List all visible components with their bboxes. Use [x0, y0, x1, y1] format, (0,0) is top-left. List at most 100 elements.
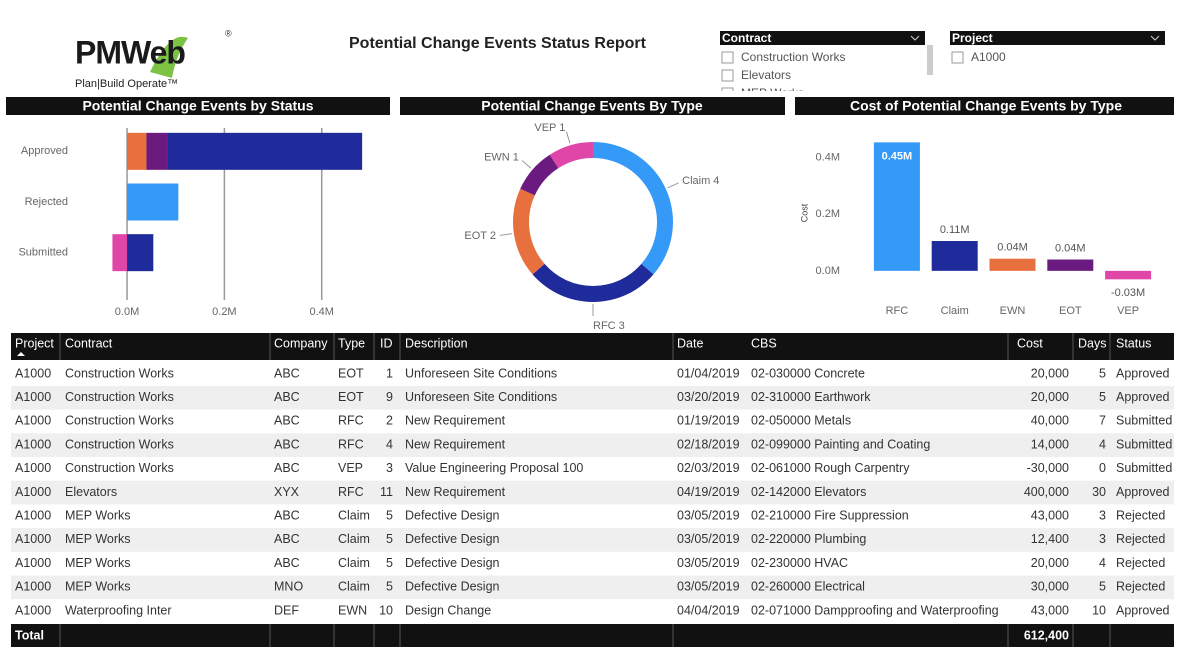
- bar: [873, 142, 920, 271]
- table-cell: ABC: [274, 461, 300, 475]
- table-cell: A1000: [15, 603, 51, 617]
- x-tick-label: EWN: [1000, 305, 1026, 317]
- x-tick-label: 0.0M: [115, 306, 139, 318]
- table-cell: 40,000: [1031, 414, 1069, 428]
- table-cell: 3: [1099, 532, 1106, 546]
- table-cell: -30,000: [1027, 461, 1069, 475]
- table-cell: Design Change: [405, 603, 491, 617]
- slicer-checkbox[interactable]: [721, 69, 734, 82]
- table-cell: A1000: [15, 366, 51, 380]
- slicer-checkbox[interactable]: [951, 51, 964, 64]
- table-cell: Construction Works: [65, 390, 174, 404]
- slicer-item[interactable]: Construction Works: [741, 50, 845, 64]
- table-cell: 3: [1099, 508, 1106, 522]
- table-cell: Defective Design: [405, 532, 500, 546]
- table-cell: 02-071000 Dampproofing and Waterproofing: [751, 603, 999, 617]
- data-label: RFC 3: [593, 320, 625, 332]
- table-cell: Construction Works: [65, 461, 174, 475]
- table-cell: 0: [1099, 461, 1106, 475]
- table-cell: ABC: [274, 414, 300, 428]
- table-cell: 5: [386, 556, 393, 570]
- slicer-header: [720, 31, 925, 45]
- table-cell: 20,000: [1031, 556, 1069, 570]
- data-label: Claim 4: [682, 175, 719, 187]
- y-tick-label: 0.0M: [816, 265, 840, 277]
- table-cell: Submitted: [1116, 437, 1172, 451]
- table-cell: Unforeseen Site Conditions: [405, 366, 557, 380]
- table-cell: 5: [1099, 580, 1106, 594]
- table-cell: Claim: [338, 532, 370, 546]
- slicers: Contract Construction Works Elevators MEP W…: [720, 31, 1165, 100]
- data-label: VEP 1: [534, 122, 565, 134]
- table-cell: New Requirement: [405, 414, 506, 428]
- table-cell: ABC: [274, 390, 300, 404]
- table-cell: XYX: [274, 485, 300, 499]
- table-cell: RFC: [338, 414, 364, 428]
- table-cell: 5: [386, 508, 393, 522]
- chart-title: Potential Change Events by Status: [82, 98, 313, 114]
- table-cell: 02/03/2019: [677, 461, 740, 475]
- table-cell: EOT: [338, 366, 364, 380]
- slicer-header: [950, 31, 1165, 45]
- slicer-item[interactable]: A1000: [971, 50, 1006, 64]
- x-tick-label: 0.4M: [309, 306, 333, 318]
- table-cell: Construction Works: [65, 437, 174, 451]
- donut-slice: [549, 142, 593, 169]
- table-cell: Value Engineering Proposal 100: [405, 461, 583, 475]
- table-cell: Claim: [338, 580, 370, 594]
- table-cell: Approved: [1116, 485, 1170, 499]
- logo-tagline: Plan|Build Operate™: [75, 78, 178, 90]
- slicer-checkbox[interactable]: [721, 87, 734, 99]
- x-tick-label: VEP: [1117, 305, 1139, 317]
- y-axis-label: Cost: [799, 203, 809, 222]
- table-cell: 1: [386, 366, 393, 380]
- table-cell: ABC: [274, 532, 300, 546]
- data-label: 0.04M: [997, 242, 1028, 254]
- charts: 0.0M 0.2M 0.4M Approved Rejected Submitted Cla…: [18, 122, 1152, 332]
- table-cell: VEP: [338, 461, 363, 475]
- slicer-title: Project: [952, 31, 993, 45]
- donut-slice: [532, 263, 654, 302]
- slicer-item[interactable]: Elevators: [741, 68, 791, 82]
- logo-brand: PMWeb: [75, 34, 185, 70]
- table-cell: 43,000: [1031, 603, 1069, 617]
- chart-header: [795, 97, 1174, 115]
- data-label: 0.04M: [1055, 242, 1086, 254]
- leader-line: [667, 182, 679, 189]
- table-cell: 12,400: [1031, 532, 1069, 546]
- column-header: Cost: [1017, 336, 1043, 350]
- category-label: Rejected: [25, 196, 68, 208]
- column-header: Type: [338, 336, 365, 350]
- table-cell: Rejected: [1116, 556, 1165, 570]
- table-cell: 30,000: [1031, 580, 1069, 594]
- table-cell: 03/05/2019: [677, 532, 740, 546]
- column-header: CBS: [751, 336, 777, 350]
- table-cell: 20,000: [1031, 390, 1069, 404]
- data-label: 0.45M: [882, 150, 913, 162]
- category-label: Submitted: [18, 247, 68, 259]
- table-cell: ABC: [274, 437, 300, 451]
- table-cell: A1000: [15, 437, 51, 451]
- column-header: Description: [405, 336, 468, 350]
- logo-swoosh: [150, 36, 188, 78]
- table-cell: 04/04/2019: [677, 603, 740, 617]
- bar-segment: [127, 132, 147, 170]
- table-cell: A1000: [15, 532, 51, 546]
- data-label: EWN 1: [484, 152, 519, 164]
- table-cell: A1000: [15, 556, 51, 570]
- table-cell: 01/19/2019: [677, 414, 740, 428]
- total-label: Total: [15, 628, 44, 642]
- table-cell: 03/05/2019: [677, 580, 740, 594]
- row-shade: [11, 480, 1174, 505]
- table-cell: 10: [379, 603, 393, 617]
- table-cell: 400,000: [1024, 485, 1069, 499]
- table-cell: Elevators: [65, 485, 117, 499]
- slicer-checkbox[interactable]: [721, 51, 734, 64]
- table-cell: A1000: [15, 485, 51, 499]
- y-tick-label: 0.2M: [816, 208, 840, 220]
- slicer-item[interactable]: MEP Works: [741, 86, 804, 100]
- table-cell: MEP Works: [65, 508, 131, 522]
- column-header: ID: [380, 336, 393, 350]
- table-cell: 5: [386, 580, 393, 594]
- table-cell: 03/20/2019: [677, 390, 740, 404]
